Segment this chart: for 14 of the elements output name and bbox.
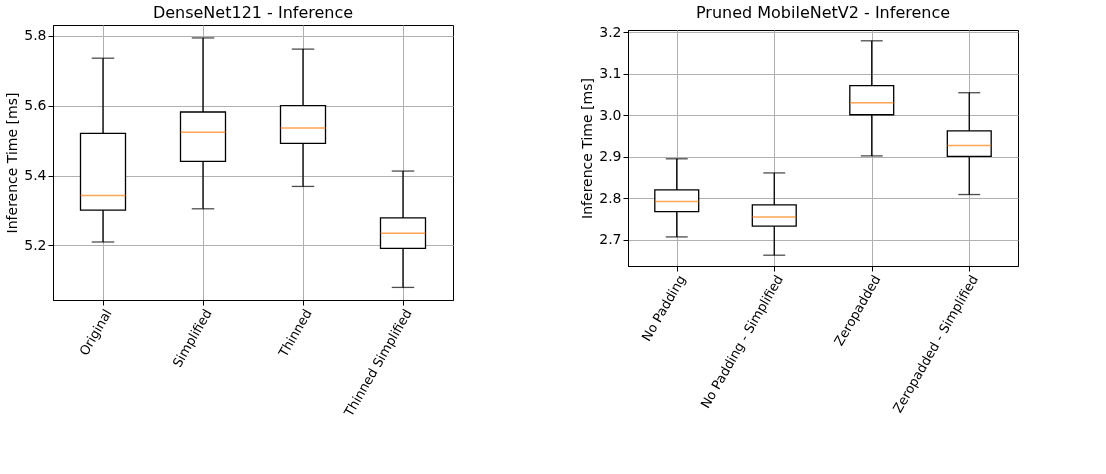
y-tick-label: 2.7 [599, 231, 622, 248]
y-tick-label: 3.1 [599, 65, 622, 82]
y-tick-label: 5.6 [24, 97, 47, 114]
chart-title: DenseNet121 - Inference [152, 3, 354, 22]
y-tick-label: 3.0 [599, 106, 622, 123]
y-axis-title: Inference Time [ms] [579, 78, 596, 219]
y-tick-label: 5.4 [24, 167, 47, 184]
y-tick-label: 2.8 [599, 189, 622, 206]
y-tick-label: 3.2 [599, 23, 622, 40]
y-tick-label: 5.2 [24, 236, 47, 253]
y-axis-title: Inference Time [ms] [4, 92, 21, 234]
chart-title: Pruned MobileNetV2 - Inference [695, 3, 951, 23]
y-tick-label: 2.9 [599, 148, 622, 165]
y-tick-label: 5.8 [24, 27, 47, 44]
